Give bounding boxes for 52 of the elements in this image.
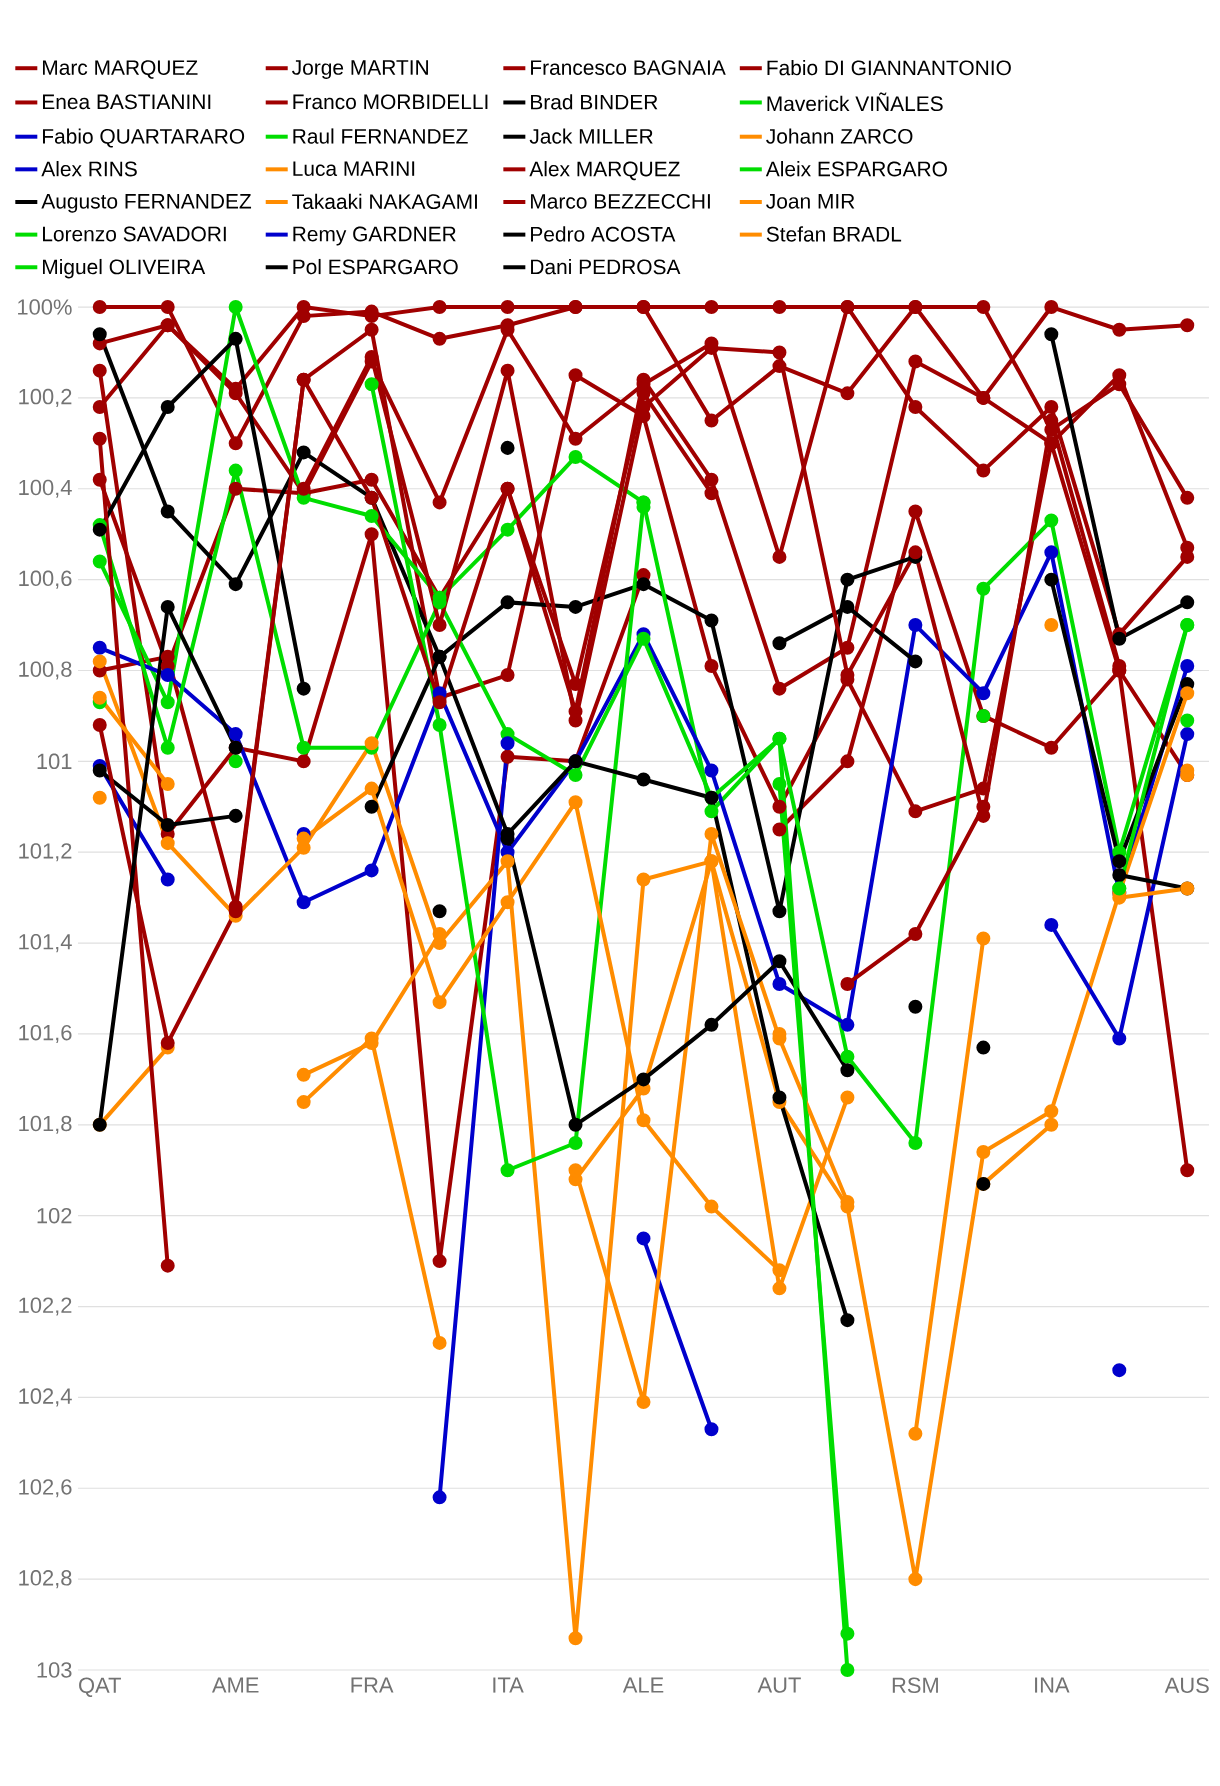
legend-label: Enea BASTIANINI — [43, 94, 211, 110]
y-tick-label: 101 — [37, 753, 72, 770]
x-tick-label: FRA — [351, 1677, 394, 1693]
legend-label: Miguel OLIVEIRA — [43, 258, 206, 279]
legend-label: Maverick VIÑALES — [767, 92, 943, 112]
legend-label: Augusto FERNANDEZ — [41, 194, 252, 213]
legend-label: Stefan BRADL — [766, 226, 902, 242]
legend-label: Marco BEZZECCHI — [531, 193, 710, 209]
legend-label: Jorge MARTIN — [292, 60, 428, 80]
x-tick-label: AUS — [1164, 1677, 1209, 1694]
y-tick-label: 100,4 — [19, 479, 72, 498]
y-tick-label: 101,2 — [19, 843, 72, 862]
legend-label: Brad BINDER — [531, 94, 658, 110]
y-tick-label: 102,6 — [19, 1479, 72, 1498]
x-tick-label: ITA — [493, 1677, 524, 1693]
y-tick-label: 101,8 — [19, 1115, 72, 1134]
y-tick-label: 100,6 — [19, 570, 72, 589]
legend-label: Pedro ACOSTA — [531, 226, 676, 242]
y-tick-label: 102,8 — [19, 1570, 72, 1589]
legend-label: Fabio DI GIANNANTONIO — [767, 59, 1011, 76]
legend-label: Marc MARQUEZ — [43, 60, 198, 79]
y-tick-label: 103 — [37, 1662, 72, 1678]
legend-label: Pol ESPARGARO — [293, 258, 458, 275]
legend-label: Luca MARINI — [293, 161, 415, 176]
x-tick-label: QAT — [79, 1677, 121, 1697]
y-tick-label: 100% — [18, 299, 72, 315]
x-tick-label: AME — [211, 1677, 259, 1693]
y-tick-label: 101,4 — [19, 934, 72, 953]
y-tick-label: 102 — [37, 1207, 72, 1224]
legend-label: Raul FERNANDEZ — [293, 128, 468, 144]
legend-label: Johann ZARCO — [766, 128, 913, 144]
legend-label: Alex MARQUEZ — [529, 161, 680, 181]
legend-label: Franco MORBIDELLI — [293, 94, 488, 110]
y-tick-label: 100,2 — [19, 388, 72, 407]
x-tick-label: RSM — [892, 1677, 938, 1694]
y-tick-label: 102,2 — [19, 1297, 72, 1316]
y-tick-label: 101,6 — [19, 1024, 72, 1043]
x-tick-label: AUT — [757, 1677, 801, 1693]
x-tick-label: INA — [1035, 1677, 1070, 1693]
x-tick-label: ALE — [622, 1677, 664, 1693]
legend-label: Aleix ESPARGARO — [765, 161, 947, 177]
legend-label: Lorenzo SAVADORI — [43, 226, 226, 242]
legend-label: Dani PEDROSA — [531, 258, 681, 275]
legend-label: Francesco BAGNAIA — [531, 60, 726, 75]
legend-label: Remy GARDNER — [293, 226, 456, 246]
legend-label: Takaaki NAKAGAMI — [292, 193, 477, 210]
legend-label: Fabio QUARTARARO — [43, 128, 245, 148]
legend-label: Alex RINS — [41, 161, 137, 177]
y-tick-label: 102,4 — [19, 1388, 72, 1407]
legend-label: Joan MIR — [766, 194, 855, 209]
legend-label: Jack MILLER — [529, 128, 653, 144]
y-tick-label: 100,8 — [19, 661, 72, 680]
